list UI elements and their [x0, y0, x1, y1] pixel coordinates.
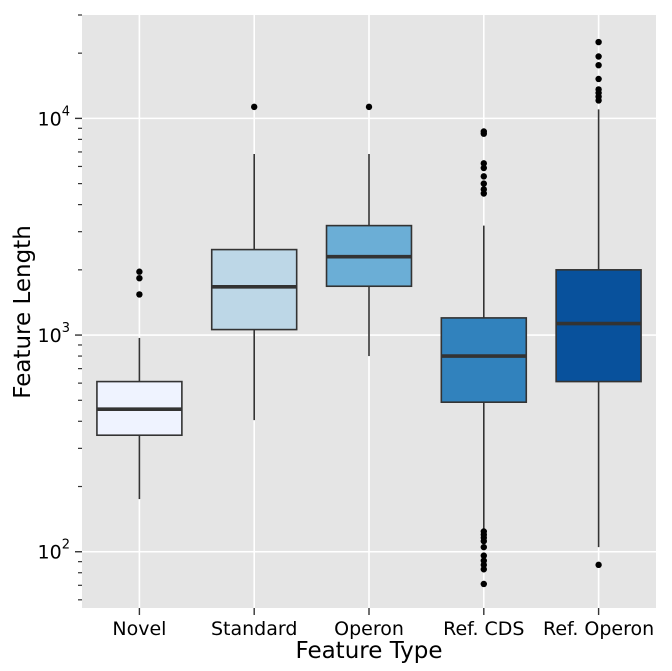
outlier-point	[480, 580, 487, 588]
outlier-point	[480, 128, 487, 135]
outlier-point	[480, 543, 487, 551]
outlier-point	[480, 557, 487, 564]
x-axis: Novel Standard Operon Ref. CDS Ref. Operon	[112, 608, 654, 640]
y-tick-base: 10	[38, 542, 62, 564]
x-tick-label: Operon	[334, 618, 404, 640]
outlier-point	[595, 61, 602, 69]
y-tick-base: 10	[38, 108, 62, 130]
outlier-point	[480, 180, 487, 187]
x-tick-label: Standard	[211, 618, 297, 640]
y-tick-label: 104	[38, 104, 70, 130]
outlier-point	[595, 86, 602, 93]
y-tick-exponent: 2	[62, 538, 70, 553]
outlier-point	[480, 552, 487, 559]
outlier-point	[480, 164, 487, 172]
x-tick-label: Ref. CDS	[443, 618, 524, 640]
outlier-point	[136, 268, 143, 275]
x-tick-label: Ref. Operon	[543, 618, 654, 640]
outlier-point	[480, 528, 487, 535]
outlier-point	[251, 103, 258, 111]
x-axis-title: Feature Type	[295, 638, 442, 664]
x-tick-label: Novel	[112, 618, 166, 640]
outlier-point	[595, 561, 602, 569]
box-3	[440, 128, 528, 588]
y-tick-exponent: 4	[62, 104, 70, 119]
y-tick-base: 10	[38, 325, 62, 347]
outlier-point	[480, 186, 487, 193]
outlier-point	[136, 274, 143, 282]
box-2	[325, 103, 413, 357]
box-iqr	[210, 248, 298, 331]
boxes	[96, 38, 642, 588]
box-iqr	[440, 317, 528, 403]
y-axis-title: Feature Length	[10, 225, 36, 399]
box-1	[210, 103, 298, 421]
outlier-point	[595, 75, 602, 83]
outlier-point	[480, 173, 487, 180]
y-tick-label: 102	[38, 538, 70, 564]
outlier-point	[480, 160, 487, 167]
box-4	[555, 38, 642, 569]
outlier-point	[365, 103, 373, 111]
box-0	[96, 268, 183, 500]
box-iqr	[555, 269, 642, 383]
outlier-point	[595, 53, 602, 60]
outlier-point	[480, 566, 487, 573]
outlier-point	[136, 291, 143, 298]
y-tick-label: 103	[38, 321, 70, 347]
outlier-point	[595, 38, 602, 46]
y-tick-exponent: 3	[62, 321, 70, 336]
